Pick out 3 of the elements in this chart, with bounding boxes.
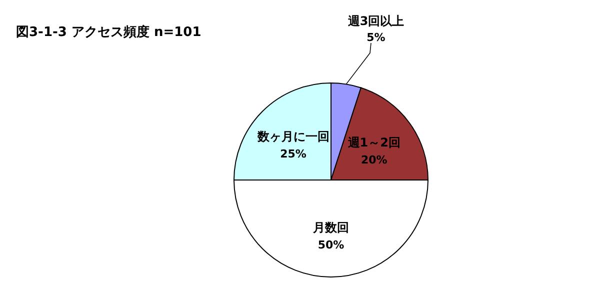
slice-label: 週3回以上 xyxy=(346,14,404,28)
data-label: 5% xyxy=(366,31,386,44)
text: 図3-1-3 アクセス頻度 n=101 xyxy=(16,24,202,40)
